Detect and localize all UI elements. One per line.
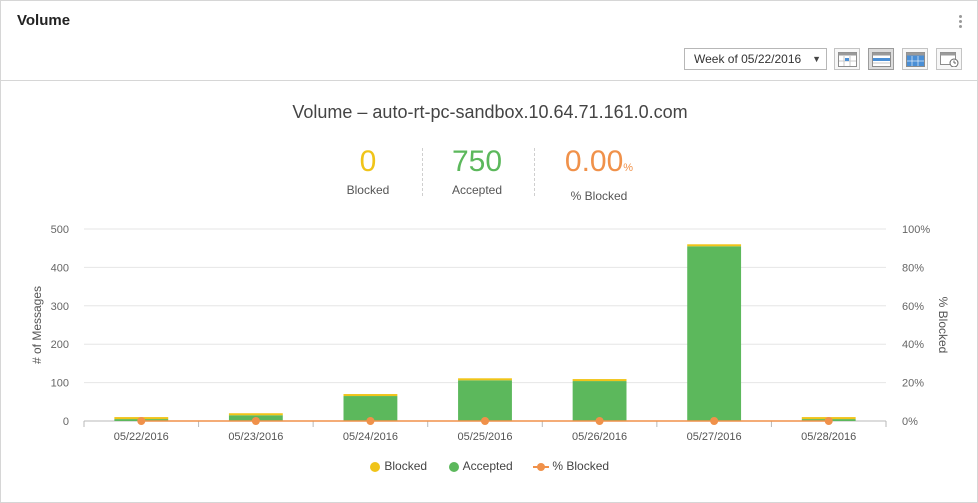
percent-blocked-point [710,417,719,425]
percent-blocked-point [481,417,489,425]
dropdown-caret-icon: ▼ [812,54,821,64]
y-tick-label: 0 [63,416,69,428]
y-tick-label: 100 [51,378,69,390]
week-select[interactable]: Week of 05/22/2016 ▼ [684,48,827,70]
y2-tick-label: 100% [902,224,930,236]
y2-axis-title: % Blocked [936,297,950,354]
panel-title: Volume [17,12,71,29]
kpi-blocked: 0 Blocked [328,145,408,197]
kpi-percent-blocked-value: 0.00 [564,145,624,178]
kpi-percent-blocked-label: % Blocked [570,189,628,203]
day-view-icon [838,52,857,67]
bar-blocked [343,394,398,397]
bar-accepted [687,246,742,421]
bar-blocked [572,379,627,382]
percent-blocked-point [824,417,833,425]
kpi-percent-unit: % [623,162,634,174]
legend-label-blocked: Blocked [384,459,428,473]
y2-tick-label: 80% [902,262,924,274]
y-tick-label: 400 [51,262,69,274]
y-tick-label: 200 [51,339,69,351]
percent-blocked-point [137,417,146,425]
month-view-icon [906,52,925,67]
percent-blocked-point [366,417,375,425]
month-view-button[interactable] [902,48,928,70]
more-options-icon[interactable] [959,15,963,30]
legend-item-percent-blocked[interactable]: % Blocked [533,459,609,473]
kpi-blocked-value: 0 [359,145,377,178]
y2-tick-label: 0% [902,416,918,428]
legend-label-percent-blocked: % Blocked [552,459,610,473]
y-axis-title: # of Messages [30,286,44,364]
bar-accepted [343,396,398,421]
week-view-button[interactable] [868,48,894,70]
bar-blocked [458,378,512,381]
chart-title: Volume – auto-rt-pc-sandbox.10.64.71.161… [292,102,688,122]
y2-tick-label: 20% [902,378,924,390]
kpi-blocked-label: Blocked [346,183,390,197]
bar-accepted [458,380,512,421]
x-tick-label: 05/22/2016 [114,431,169,443]
y2-tick-label: 60% [902,301,924,313]
bar-blocked [228,413,283,416]
legend-item-blocked[interactable]: Blocked [369,459,427,473]
x-tick-label: 05/28/2016 [801,431,856,443]
legend-item-accepted[interactable]: Accepted [448,459,513,473]
kpi-accepted-value: 750 [451,145,503,178]
legend-marker-blocked [370,461,380,472]
x-tick-label: 05/23/2016 [228,431,283,443]
y-tick-label: 500 [51,224,69,236]
bar-accepted [572,381,627,421]
legend-marker-percent-blocked [533,462,549,471]
day-view-button[interactable] [834,48,860,70]
history-view-button[interactable] [936,48,962,70]
y-tick-label: 300 [51,301,69,313]
x-tick-label: 05/24/2016 [343,431,398,443]
percent-blocked-point [595,417,604,425]
x-tick-label: 05/26/2016 [572,431,627,443]
kpi-percent-blocked: 0.00% % Blocked [554,145,644,203]
week-select-value: Week of 05/22/2016 [694,52,802,66]
bar-blocked [687,244,742,247]
legend-label-accepted: Accepted [462,459,513,473]
kpi-accepted: 750 Accepted [437,145,517,197]
panel-header: Volume Week of 05/22/2016 ▼ [1,1,977,81]
y2-tick-label: 40% [902,339,924,351]
kpi-accepted-label: Accepted [451,183,503,197]
history-view-icon [940,52,959,67]
week-view-icon [872,52,891,67]
legend-marker-accepted [449,461,459,472]
x-tick-label: 05/25/2016 [457,431,512,443]
kpi-divider [422,148,423,196]
kpi-divider [534,148,535,196]
x-tick-label: 05/27/2016 [687,431,742,443]
percent-blocked-point [251,417,260,425]
